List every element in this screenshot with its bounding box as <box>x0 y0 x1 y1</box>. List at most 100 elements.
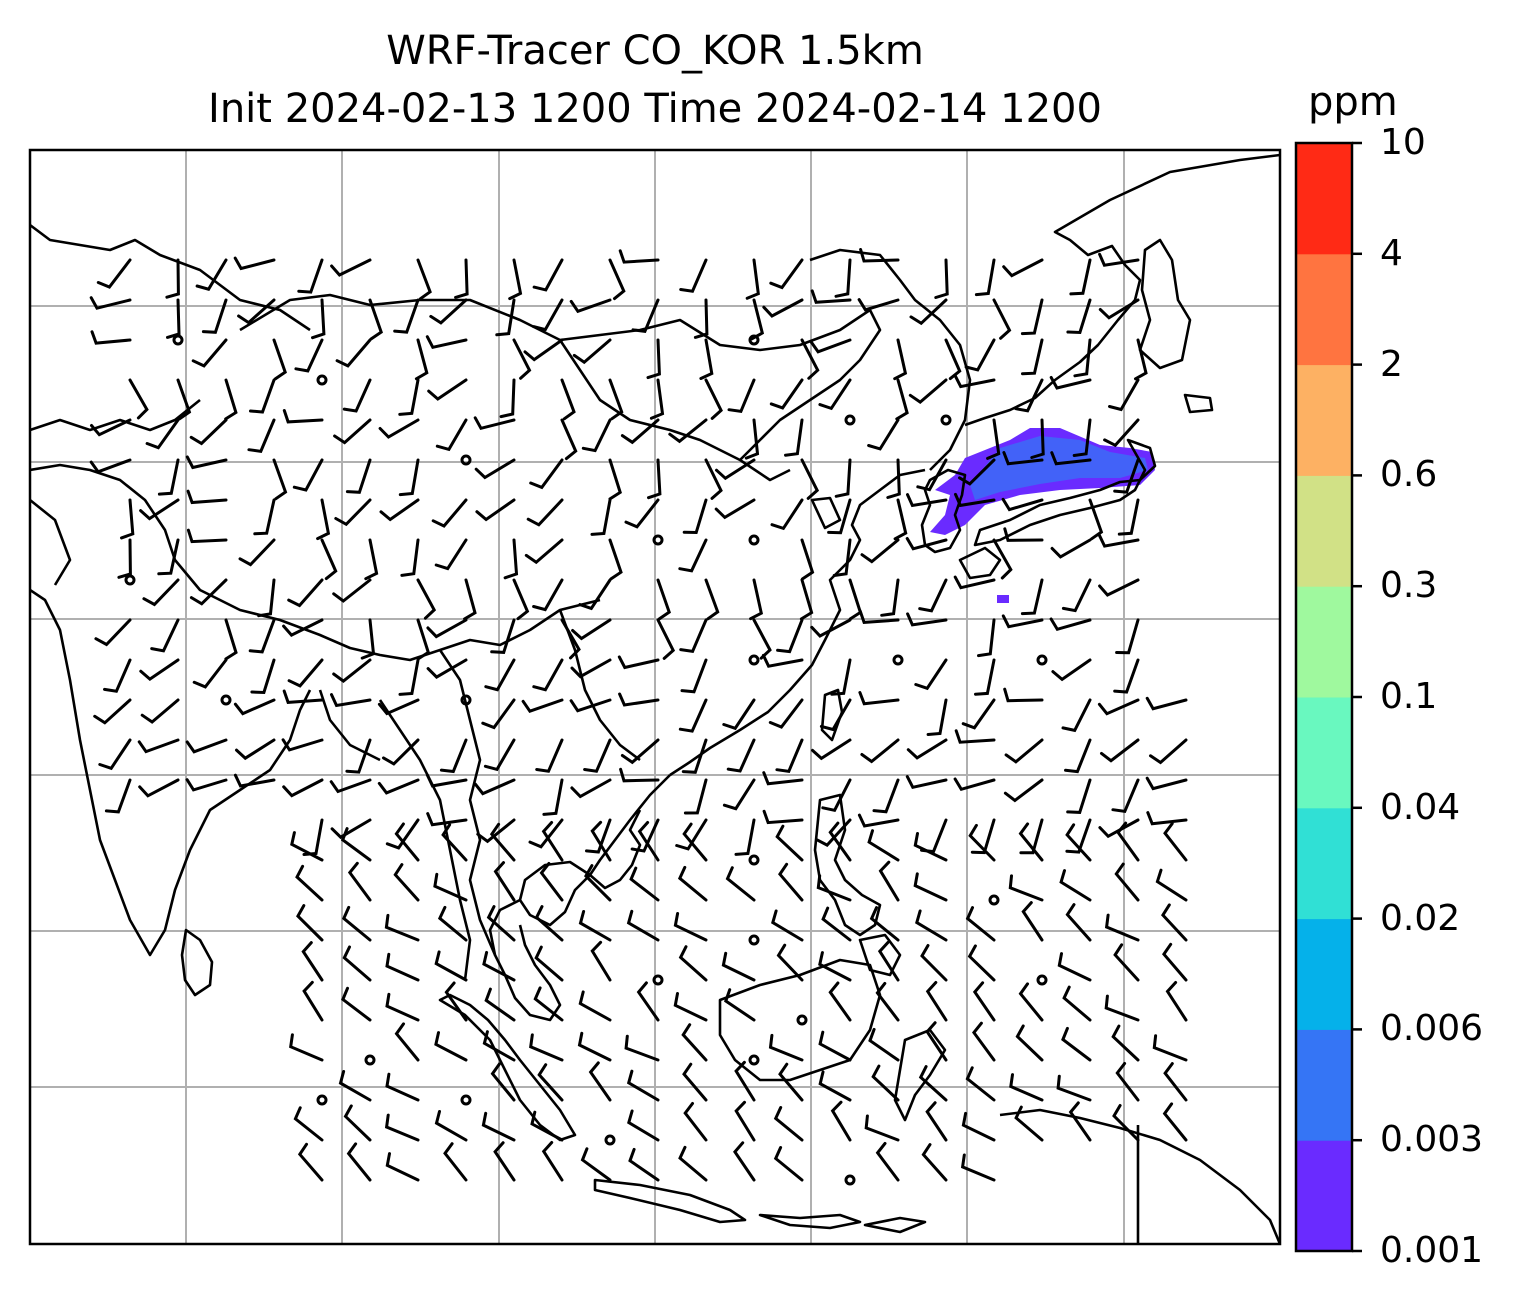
wind-barb <box>630 818 660 853</box>
colorbar-segment <box>1296 697 1352 809</box>
wind-barb-calm <box>460 454 472 466</box>
wind-barb-calm <box>988 894 1000 906</box>
wind-barb <box>799 578 814 621</box>
wind-barb <box>89 296 132 310</box>
wind-barb <box>434 1031 468 1062</box>
wind-barb <box>377 778 420 795</box>
wind-barb <box>570 778 612 799</box>
wind-barb <box>332 578 372 603</box>
colorbar-segment <box>1296 1029 1352 1141</box>
wind-barb <box>1100 738 1140 763</box>
wind-barb <box>1014 378 1044 413</box>
wind-barb <box>195 258 228 291</box>
colorbar-segment <box>1296 807 1352 920</box>
wind-barb <box>290 831 324 862</box>
wind-barb <box>342 945 372 982</box>
wind-barb <box>916 458 948 492</box>
wind-barb-calm <box>748 534 760 546</box>
wind-barb <box>503 538 519 580</box>
wind-barb <box>293 1106 324 1142</box>
wind-barb <box>295 864 324 902</box>
wind-barb <box>484 658 516 692</box>
wind-barb <box>590 940 612 982</box>
wind-barb <box>508 258 523 301</box>
wind-barb <box>532 298 564 332</box>
wind-barb <box>394 1022 420 1062</box>
wind-barb <box>1116 821 1140 862</box>
wind-barb <box>745 258 760 300</box>
wind-barb <box>1018 982 1044 1022</box>
wind-barb <box>443 1142 468 1182</box>
wind-barb-calm <box>364 1054 376 1066</box>
colorbar-tick-label: 0.02 <box>1380 897 1461 939</box>
wind-barb <box>301 941 324 982</box>
wind-barb <box>385 992 420 1022</box>
wind-barb <box>857 813 900 828</box>
wind-barb <box>474 458 516 480</box>
wind-barb <box>416 578 437 620</box>
wind-barb <box>1097 698 1140 716</box>
wind-barb <box>905 775 948 790</box>
wind-barb <box>970 818 996 855</box>
wind-barb <box>89 458 132 474</box>
wind-barb <box>678 698 708 733</box>
wind-barb <box>778 1062 804 1102</box>
wind-barb <box>577 1031 612 1062</box>
wind-barb <box>1004 738 1044 764</box>
wind-barb <box>1061 1026 1092 1062</box>
wind-barb <box>1018 822 1044 862</box>
wind-barb <box>893 338 908 381</box>
wind-barb <box>925 1101 948 1142</box>
wind-barb <box>335 338 372 368</box>
wind-barb-calm <box>748 654 760 666</box>
wind-barb <box>578 990 612 1022</box>
wind-barb <box>490 1062 516 1102</box>
wind-barb <box>682 1062 708 1102</box>
wind-barb <box>1113 943 1140 982</box>
colorbar-frame <box>1294 141 1354 1253</box>
wind-barb <box>537 1063 564 1102</box>
wind-barb <box>909 298 948 326</box>
wind-barb <box>297 1142 324 1182</box>
wind-barb <box>811 738 852 761</box>
wind-barb <box>1145 696 1188 711</box>
wind-barb <box>721 951 756 982</box>
wind-barb <box>810 618 852 638</box>
wind-barb <box>93 698 132 725</box>
wind-barb <box>435 418 468 452</box>
wind-barb <box>618 249 660 264</box>
wind-barb <box>481 698 516 730</box>
wind-barb <box>189 578 228 606</box>
wind-barb <box>1115 1062 1140 1102</box>
wind-barb <box>771 909 804 942</box>
wind-barb <box>872 778 900 814</box>
wind-barb <box>138 778 180 798</box>
wind-barb <box>398 658 420 696</box>
wind-barb <box>294 338 324 373</box>
wind-barb <box>302 818 324 856</box>
wind-barb <box>631 298 660 334</box>
wind-barb <box>120 498 135 540</box>
wind-barb <box>821 906 852 942</box>
wind-barb <box>627 1109 660 1142</box>
wind-barb <box>334 498 372 527</box>
wind-barb <box>495 298 516 337</box>
wind-barb <box>886 458 901 499</box>
wind-barb <box>1002 258 1044 278</box>
wind-barb <box>830 1100 852 1142</box>
colorbar-tick-label: 0.006 <box>1380 1008 1484 1050</box>
wind-barb <box>656 578 671 621</box>
wind-barb <box>1049 617 1092 632</box>
wind-barb <box>704 578 720 621</box>
wind-barb <box>724 988 756 1022</box>
wind-barb <box>974 658 996 696</box>
wind-barb <box>398 378 420 416</box>
wind-barb <box>678 1145 708 1182</box>
wind-barb <box>834 258 852 298</box>
wind-barb <box>341 905 372 942</box>
wind-barb <box>248 618 276 654</box>
wind-barb <box>828 821 852 862</box>
wind-barb <box>414 338 429 381</box>
wind-barb <box>867 418 900 451</box>
wind-barb <box>532 258 564 292</box>
